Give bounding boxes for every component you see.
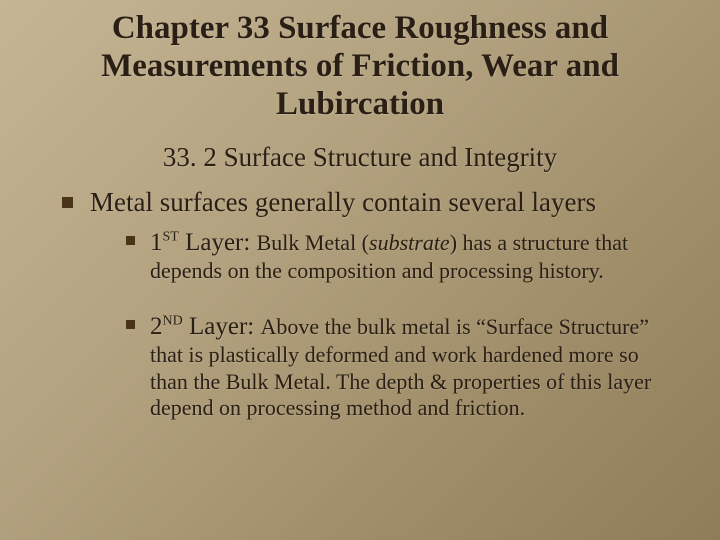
layer1-ordinal: 1ST Layer: bbox=[150, 229, 257, 256]
layer2-ordinal: 2ND Layer: bbox=[150, 313, 260, 340]
layer1-italic: substrate bbox=[369, 230, 450, 255]
square-bullet-icon bbox=[126, 320, 135, 329]
square-bullet-icon bbox=[126, 236, 135, 245]
bullet-level2-layer1: 1ST Layer: Bulk Metal (substrate) has a … bbox=[30, 228, 690, 284]
layer1-lead: Bulk Metal ( bbox=[257, 230, 369, 255]
bullet-level2-layer2: 2ND Layer: Above the bulk metal is “Surf… bbox=[30, 312, 690, 421]
square-bullet-icon bbox=[62, 197, 73, 208]
bullet-level1: Metal surfaces generally contain several… bbox=[30, 187, 690, 218]
slide-subtitle: 33. 2 Surface Structure and Integrity bbox=[30, 142, 690, 173]
level1-text: Metal surfaces generally contain several… bbox=[90, 187, 596, 217]
slide-title: Chapter 33 Surface Roughness and Measure… bbox=[30, 10, 690, 124]
slide-container: Chapter 33 Surface Roughness and Measure… bbox=[0, 0, 720, 540]
